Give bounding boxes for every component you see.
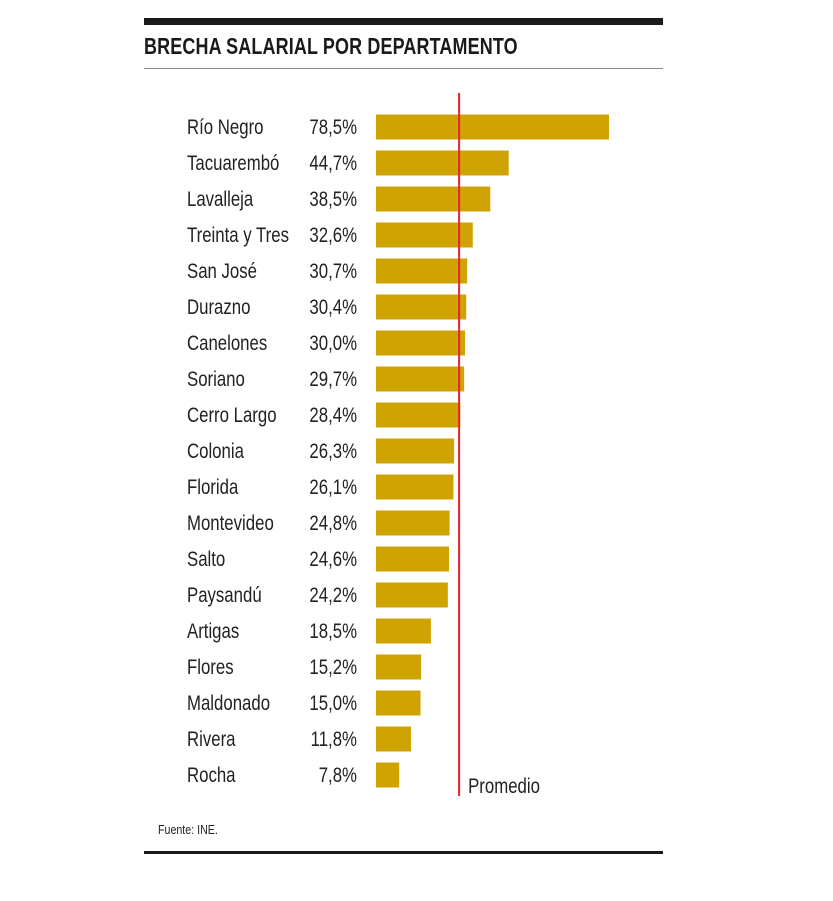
category-label: Cerro Largo — [187, 404, 277, 427]
bar — [376, 618, 431, 644]
category-label: Canelones — [187, 332, 267, 355]
value-label: 29,7% — [309, 368, 357, 391]
value-label: 44,7% — [309, 152, 357, 175]
category-label: Durazno — [187, 296, 250, 319]
category-label: Tacuarembó — [187, 152, 279, 175]
bar — [376, 330, 466, 356]
value-label: 26,3% — [309, 440, 357, 463]
bar — [376, 438, 455, 464]
value-label: 30,7% — [309, 260, 357, 283]
bar — [376, 474, 454, 500]
category-label: Salto — [187, 548, 225, 571]
category-label: Florida — [187, 476, 239, 499]
category-label: Treinta y Tres — [187, 224, 289, 247]
bar — [376, 366, 465, 392]
value-label: 7,8% — [319, 764, 357, 787]
top-rule — [144, 18, 663, 25]
value-label: 24,2% — [309, 584, 357, 607]
title-divider — [144, 68, 663, 69]
category-label: Paysandú — [187, 584, 262, 607]
value-label: 78,5% — [309, 116, 357, 139]
bar — [376, 582, 448, 608]
bar — [376, 294, 467, 320]
bar — [376, 150, 509, 176]
bar — [376, 762, 400, 788]
bottom-rule — [144, 851, 663, 854]
value-label: 11,8% — [311, 728, 357, 751]
value-label: 24,8% — [309, 512, 357, 535]
value-label: 32,6% — [309, 224, 357, 247]
bar — [376, 402, 461, 428]
category-label: Rivera — [187, 728, 236, 751]
value-label: 15,2% — [309, 656, 357, 679]
bar — [376, 654, 422, 680]
category-label: Lavalleja — [187, 188, 254, 211]
category-label: Artigas — [187, 620, 239, 643]
value-label: 38,5% — [309, 188, 357, 211]
category-label: San José — [187, 260, 257, 283]
category-label: Flores — [187, 656, 234, 679]
category-label: Río Negro — [187, 116, 264, 139]
category-label: Maldonado — [187, 692, 270, 715]
bar — [376, 690, 421, 716]
value-label: 26,1% — [309, 476, 357, 499]
value-label: 28,4% — [309, 404, 357, 427]
category-label: Colonia — [187, 440, 244, 463]
average-label: Promedio — [468, 775, 540, 798]
bar — [376, 510, 450, 536]
source-note: Fuente: INE. — [158, 822, 218, 837]
value-label: 18,5% — [309, 620, 357, 643]
value-label: 30,0% — [309, 332, 357, 355]
category-label: Montevideo — [187, 512, 274, 535]
bar — [376, 186, 491, 212]
bar — [376, 726, 412, 752]
category-label: Soriano — [187, 368, 245, 391]
value-label: 24,6% — [309, 548, 357, 571]
category-label: Rocha — [187, 764, 236, 787]
chart-title: BRECHA SALARIAL POR DEPARTAMENTO — [144, 33, 518, 59]
value-label: 15,0% — [309, 692, 357, 715]
bar — [376, 222, 473, 248]
bar — [376, 258, 468, 284]
bar — [376, 546, 450, 572]
value-label: 30,4% — [309, 296, 357, 319]
bar — [376, 114, 609, 140]
